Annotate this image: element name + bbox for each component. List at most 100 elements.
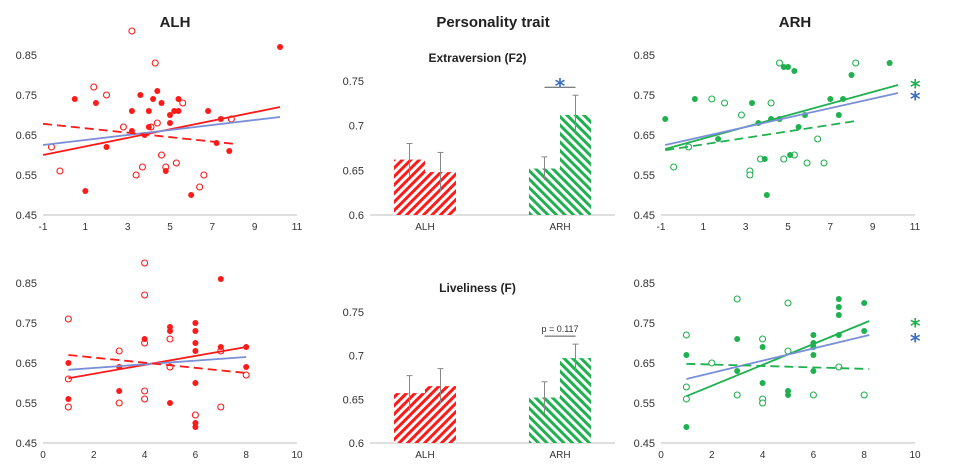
open-point <box>733 391 741 399</box>
filled-point <box>759 344 766 350</box>
significance-star: * <box>555 74 566 98</box>
filled-point <box>162 168 169 174</box>
filled-point <box>167 120 173 126</box>
filled-point <box>167 400 173 406</box>
open-point <box>767 99 775 107</box>
fit-line-green-dashed <box>665 120 856 152</box>
open-point <box>708 95 716 103</box>
open-point <box>682 331 690 339</box>
x-tick-label: 3 <box>125 222 131 233</box>
filled-point <box>145 108 152 114</box>
open-point <box>141 387 149 395</box>
filled-point <box>192 348 199 354</box>
x-tick-label: 8 <box>243 450 249 461</box>
y-tick-label: 0.55 <box>634 398 655 410</box>
group-label: ARH <box>549 450 570 461</box>
x-tick-label: 7 <box>828 222 834 233</box>
fit-line-green-solid <box>664 84 899 150</box>
filled-point <box>150 96 157 102</box>
header-personality-trait: Personality trait <box>436 14 549 31</box>
scatter-arh-top-panel: -1 1 3 5 7 9 11 0.45 0.55 0.65 0.75 0.85 ** <box>634 50 921 233</box>
y-tick-label: 0.85 <box>634 278 655 290</box>
y-tick-label: 0.75 <box>16 90 37 102</box>
group-label: ALH <box>415 222 434 233</box>
scatter-alh-bottom-panel: 0 2 4 6 8 10 0.45 0.55 0.65 0.75 0.85 <box>16 259 303 461</box>
filled-point <box>128 108 135 114</box>
group-label: ARH <box>549 222 570 233</box>
p-value-label: p = 0.117 <box>541 324 578 334</box>
y-tick-label: 0.7 <box>349 351 364 363</box>
y-tick-label: 0.65 <box>634 130 655 142</box>
open-point <box>746 171 754 179</box>
open-point <box>682 395 690 403</box>
open-point <box>784 299 792 307</box>
filled-point <box>691 96 698 102</box>
open-point <box>138 163 147 171</box>
open-point <box>835 363 843 371</box>
open-point <box>682 383 690 391</box>
x-tick-label: 2 <box>91 450 97 461</box>
filled-point <box>810 368 817 374</box>
filled-point <box>785 64 791 70</box>
filled-point <box>192 340 199 346</box>
open-point <box>242 371 250 379</box>
y-tick-label: 0.6 <box>349 210 364 222</box>
filled-point <box>92 100 99 106</box>
open-point <box>775 59 784 67</box>
bar-arh-2 <box>560 358 591 443</box>
filled-point <box>662 116 669 122</box>
filled-point <box>175 108 182 114</box>
significance-star: * <box>910 314 921 338</box>
y-tick-label: 0.75 <box>634 90 655 102</box>
filled-point <box>154 88 161 94</box>
filled-point <box>188 192 195 198</box>
open-point <box>670 163 678 171</box>
open-point <box>90 83 98 91</box>
open-point <box>141 259 149 267</box>
open-point <box>153 119 161 127</box>
x-tick-label: 6 <box>193 450 199 461</box>
filled-point <box>217 344 224 350</box>
x-tick-label: 5 <box>167 222 173 233</box>
x-tick-label: 6 <box>811 450 817 461</box>
open-point <box>141 291 149 299</box>
open-point <box>64 403 72 411</box>
open-point <box>119 123 127 131</box>
filled-point <box>886 60 893 66</box>
filled-point <box>141 336 148 342</box>
open-point <box>115 347 123 355</box>
filled-point <box>171 108 178 114</box>
filled-point <box>145 124 152 130</box>
filled-point <box>734 368 741 374</box>
y-tick-label: 0.7 <box>349 121 364 133</box>
open-point <box>115 399 123 407</box>
x-tick-label: 10 <box>291 450 303 461</box>
y-tick-label: 0.75 <box>634 318 655 330</box>
x-tick-label: 1 <box>701 222 707 233</box>
open-point <box>128 27 136 35</box>
x-tick-label: 9 <box>870 222 876 233</box>
open-point <box>200 171 208 179</box>
open-point <box>172 159 180 167</box>
bar-liveliness-panel: Liveliness (F) 0.6 0.65 0.7 0.75 ALH ARH p = 0.… <box>343 281 615 461</box>
filled-point <box>749 100 756 106</box>
y-tick-label: 0.85 <box>16 50 37 62</box>
y-tick-label: 0.45 <box>16 438 37 450</box>
open-point <box>814 135 822 143</box>
open-point <box>759 335 767 343</box>
open-point <box>141 395 149 403</box>
open-point <box>860 391 868 399</box>
x-tick-label: 0 <box>658 450 664 461</box>
open-point <box>733 295 741 303</box>
y-tick-label: 0.45 <box>634 438 655 450</box>
open-point <box>64 375 72 383</box>
open-point <box>166 335 174 343</box>
filled-point <box>217 276 224 282</box>
open-point <box>102 91 111 99</box>
y-tick-label: 0.85 <box>16 278 37 290</box>
y-tick-label: 0.55 <box>16 398 37 410</box>
y-tick-label: 0.45 <box>634 210 655 222</box>
y-tick-label: 0.6 <box>349 438 364 450</box>
filled-point <box>277 44 284 50</box>
